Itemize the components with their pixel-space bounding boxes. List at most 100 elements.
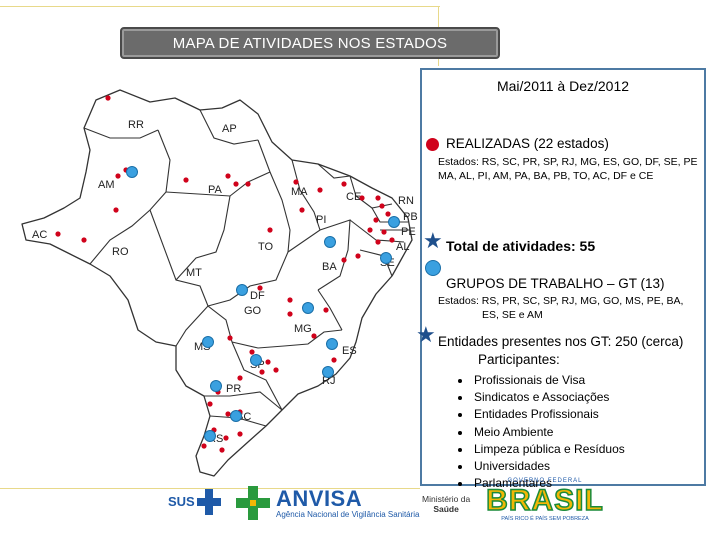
state-label-mg: MG [294,323,312,335]
activity-marker [341,181,347,187]
activity-marker [115,173,121,179]
activity-marker [259,369,265,375]
list-item: Profissionais de Visa [472,372,625,389]
activity-marker [379,203,385,209]
realizadas-states-line2: MA, AL, PI, AM, PA, BA, PB, TO, AC, DF e… [438,170,654,182]
activity-marker [225,411,231,417]
activity-marker [287,297,293,303]
state-label-rr: RR [128,119,144,131]
state-label-pa: PA [208,184,223,196]
frame-top-line [0,6,440,7]
gt-marker [322,366,334,378]
governo-federal-logo: GOVERNO FEDERAL BRASIL PAÍS RICO É PAÍS … [485,478,604,524]
state-label-rj: RJ [322,375,335,387]
page-title: MAPA DE ATIVIDADES NOS ESTADOS [120,27,500,59]
ministerio-logo: Ministério da Saúde [422,494,470,514]
activity-marker [227,335,233,341]
activity-marker [381,229,387,235]
ministerio-line2: Saúde [433,504,459,514]
activity-marker [317,187,323,193]
list-item: Parlamentares [472,475,625,492]
gt-marker [230,410,242,422]
gt-marker [236,284,248,296]
gt-states-line1: Estados: RS, PR, SC, SP, RJ, MG, GO, MS,… [438,295,684,307]
activity-marker [81,237,87,243]
activity-marker [237,375,243,381]
gt-marker [210,380,222,392]
activity-marker [287,311,293,317]
activity-marker [257,285,263,291]
state-label-am: AM [98,179,115,191]
star-icon: ★ [423,228,443,253]
state-label-pi: PI [316,214,326,226]
state-label-ba: BA [322,261,337,273]
activity-marker [183,177,189,183]
gt-marker [388,216,400,228]
sus-logo-text: SUS [168,494,195,509]
state-label-pe: PE [401,226,416,238]
state-label-go: GO [244,305,262,317]
activity-marker [265,359,271,365]
activity-marker [359,195,365,201]
gt-marker [326,338,338,350]
activity-marker [219,447,225,453]
activity-marker [293,179,299,185]
state-label-pb: PB [403,211,418,223]
activity-marker [273,367,279,373]
activity-marker [245,181,251,187]
state-label-es: ES [342,345,357,357]
list-item: Limpeza pública e Resíduos [472,441,625,458]
list-item: Meio Ambiente [472,424,625,441]
gt-marker [250,354,262,366]
activity-marker [233,181,239,187]
frame-bottom-line [0,488,420,489]
activity-marker [389,237,395,243]
list-item: Sindicatos e Associações [472,389,625,406]
activity-marker [105,95,111,101]
state-label-ce: CE [346,191,361,203]
activity-marker [375,195,381,201]
activity-marker [113,207,119,213]
realizadas-states-line1: Estados: RS, SC, PR, SP, RJ, MG, ES, GO,… [438,156,698,168]
blue-dot-icon [425,260,441,276]
brasil-wordmark: BRASIL [485,483,604,518]
activity-marker [323,307,329,313]
state-label-mt: MT [186,267,202,279]
gt-marker [202,336,214,348]
sus-logo: SUS [168,488,224,518]
participantes-label: Participantes: [478,352,560,367]
activity-marker [385,211,391,217]
state-label-rn: RN [398,195,414,207]
realizadas-title: REALIZADAS (22 estados) [446,136,609,151]
activity-marker [249,349,255,355]
state-label-ma: MA [291,186,308,198]
anvisa-cross-icon [236,486,270,520]
state-label-ro: RO [112,246,129,258]
activity-marker [341,257,347,263]
activity-marker [367,227,373,233]
activity-marker [373,217,379,223]
gt-marker [380,252,392,264]
state-label-ac: AC [32,229,47,241]
participants-list: Profissionais de Visa Sindicatos e Assoc… [458,372,625,492]
red-dot-icon [426,138,439,151]
activity-marker [237,431,243,437]
brasil-slogan: PAÍS RICO É PAÍS SEM POBREZA [501,516,589,522]
brazil-map: RR AP AM PA MA CE RN PB PE PI AL SE AC R… [21,89,418,477]
activity-marker [223,435,229,441]
anvisa-name: ANVISA [276,486,363,511]
activity-marker [201,443,207,449]
state-label-al: AL [396,241,409,253]
list-item: Entidades Profissionais [472,406,625,423]
gt-states-line2: ES, SE e AM [482,309,543,321]
period-label: Mai/2011 à Dez/2012 [496,78,630,94]
activity-marker [299,207,305,213]
state-label-ap: AP [222,123,237,135]
governo-federal-text: GOVERNO FEDERAL [507,478,583,484]
activity-marker [311,333,317,339]
activity-marker [375,239,381,245]
ministerio-line1: Ministério da [422,494,471,504]
activity-marker [55,231,61,237]
gt-marker [204,430,216,442]
state-label-to: TO [258,241,274,253]
